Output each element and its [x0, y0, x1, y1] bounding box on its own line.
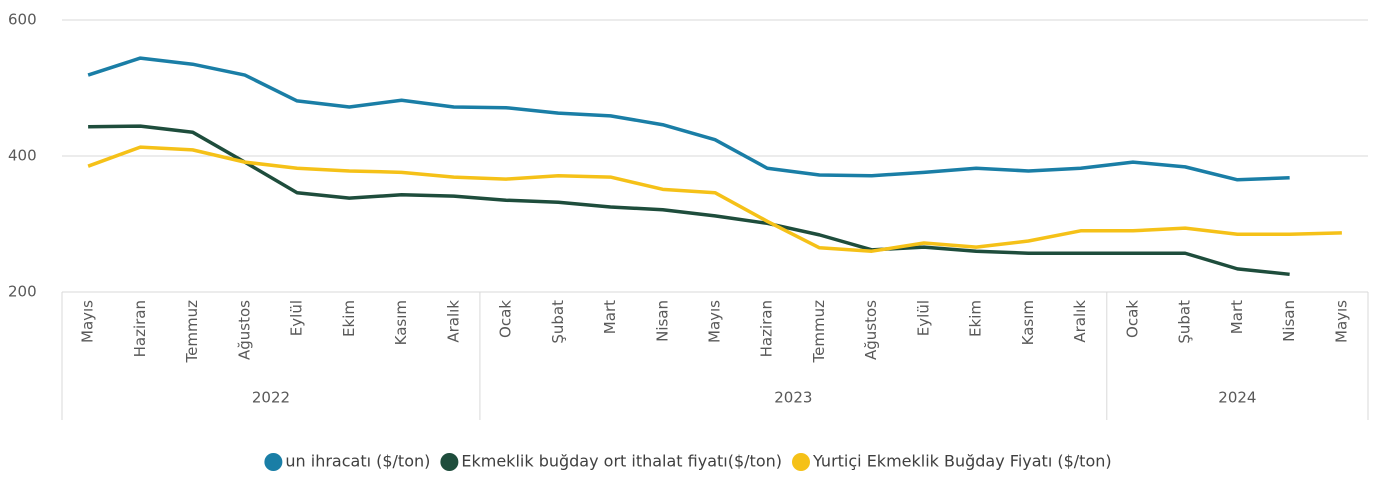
x-tick-label: Ağustos	[235, 300, 253, 360]
x-tick-label: Nisan	[653, 300, 671, 342]
x-tick-label: Kasım	[392, 300, 410, 345]
legend-label: un ihracatı ($/ton)	[285, 452, 430, 471]
x-tick-label: Mayıs	[706, 300, 724, 343]
year-label: 2024	[1218, 389, 1256, 407]
x-tick-label: Ocak	[1123, 300, 1141, 338]
y-tick-label: 200	[8, 283, 37, 301]
legend-label: Yurtiçi Ekmeklik Buğday Fiyatı ($/ton)	[812, 452, 1112, 471]
x-tick-label: Temmuz	[810, 300, 828, 364]
x-tick-label: Haziran	[758, 300, 776, 357]
series-line	[88, 124, 1290, 277]
year-label: 2022	[252, 389, 290, 407]
legend-marker	[264, 453, 283, 471]
x-tick-label: Mayıs	[1332, 300, 1350, 343]
x-tick-label: Nisan	[1280, 300, 1298, 342]
x-tick-label: Mayıs	[79, 300, 97, 343]
legend-label: Ekmeklik buğday ort ithalat fiyatı($/ton…	[461, 452, 782, 471]
x-tick-label: Şubat	[549, 300, 567, 344]
x-tick-label: Eylül	[288, 300, 306, 336]
x-tick-label: Ocak	[497, 300, 515, 338]
x-tick-label: Mart	[1228, 300, 1246, 334]
x-tick-label: Mart	[601, 300, 619, 334]
y-tick-label: 400	[8, 147, 37, 165]
series-line	[87, 56, 1290, 182]
year-label: 2023	[774, 389, 812, 407]
x-tick-label: Kasım	[1019, 300, 1037, 345]
x-tick-label: Aralık	[1071, 300, 1089, 343]
x-tick-label: Şubat	[1176, 300, 1194, 344]
x-tick-label: Aralık	[444, 300, 462, 343]
y-tick-label: 600	[8, 11, 37, 29]
x-tick-label: Haziran	[131, 300, 149, 357]
legend-marker	[440, 453, 459, 471]
x-tick-label: Ekim	[340, 300, 358, 337]
legend-marker	[791, 453, 810, 471]
x-tick-label: Ekim	[967, 300, 985, 337]
x-tick-label: Ağustos	[862, 300, 880, 360]
x-tick-label: Temmuz	[183, 300, 201, 364]
x-tick-label: Eylül	[914, 300, 932, 336]
series-line	[87, 145, 1342, 253]
